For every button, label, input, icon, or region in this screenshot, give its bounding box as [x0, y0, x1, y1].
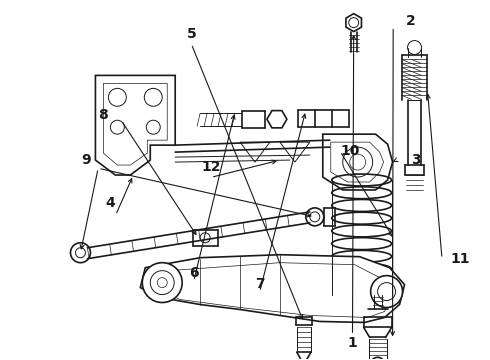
- Text: 3: 3: [411, 153, 421, 167]
- Text: 9: 9: [81, 153, 91, 167]
- Text: 10: 10: [341, 144, 360, 158]
- Polygon shape: [323, 134, 392, 190]
- Text: 12: 12: [201, 161, 220, 175]
- Text: 5: 5: [186, 27, 196, 41]
- Polygon shape: [346, 14, 362, 32]
- Circle shape: [142, 263, 182, 302]
- Text: 1: 1: [347, 336, 357, 350]
- Circle shape: [306, 208, 324, 226]
- Text: 11: 11: [450, 252, 470, 266]
- Circle shape: [71, 243, 91, 263]
- Circle shape: [370, 276, 403, 307]
- Text: 6: 6: [189, 266, 198, 280]
- Text: 2: 2: [406, 14, 416, 28]
- Text: 7: 7: [255, 277, 265, 291]
- Polygon shape: [96, 75, 175, 175]
- Text: 8: 8: [98, 108, 108, 122]
- Text: 4: 4: [106, 196, 116, 210]
- Polygon shape: [267, 111, 287, 128]
- Polygon shape: [140, 255, 405, 323]
